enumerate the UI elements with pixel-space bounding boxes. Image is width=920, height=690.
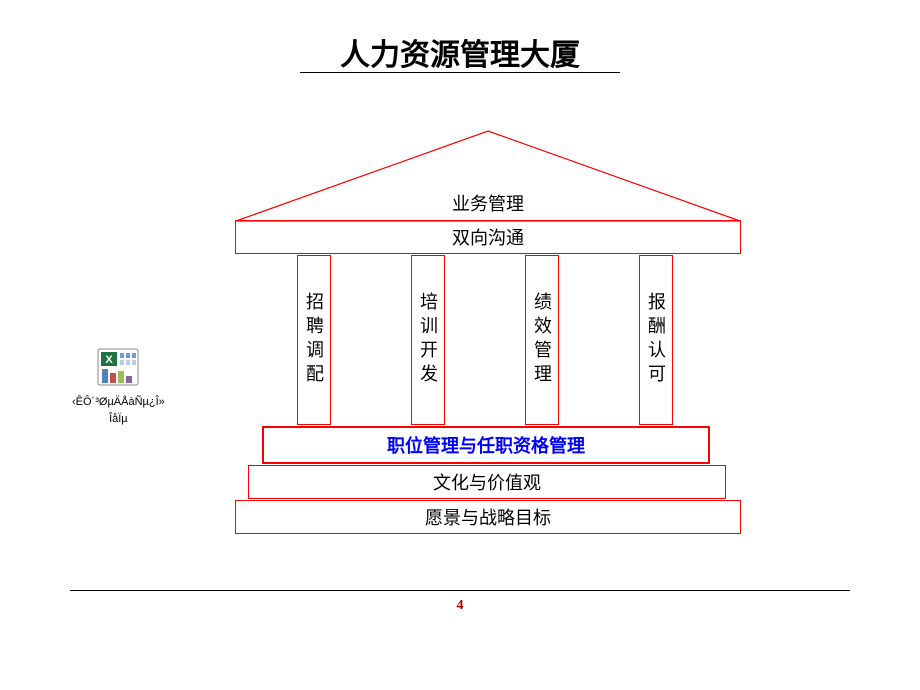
pillar-1-text: 培训开发 [415, 292, 441, 388]
beam-top: 双向沟通 [235, 220, 741, 254]
file-label-line1: ‹ÊÔ´³ØµÄÅàÑµ¿Î» [72, 396, 165, 409]
excel-file-icon: X [96, 347, 140, 387]
page-number: 4 [457, 598, 464, 614]
pillar-2-text: 绩效管理 [529, 292, 555, 388]
pillar-3: 报酬认可 [639, 255, 673, 425]
page-title: 人力资源管理大厦 [0, 30, 920, 74]
roof-label: 业务管理 [235, 190, 741, 216]
pillar-0: 招聘调配 [297, 255, 331, 425]
base-bottom-text: 愿景与战略目标 [425, 504, 551, 530]
pillar-2: 绩效管理 [525, 255, 559, 425]
svg-text:X: X [106, 354, 114, 366]
base-mid: 文化与价值观 [248, 465, 726, 499]
pillar-0-text: 招聘调配 [301, 292, 327, 388]
pillar-1: 培训开发 [411, 255, 445, 425]
title-underline [300, 72, 620, 73]
footer-divider [70, 590, 850, 591]
base-bottom: 愿景与战略目标 [235, 500, 741, 534]
pillar-3-text: 报酬认可 [643, 292, 669, 388]
base-highlight-text: 职位管理与任职资格管理 [387, 432, 585, 458]
file-attachment[interactable]: X ‹ÊÔ´³ØµÄÅàÑµ¿Î» ÎåÏµ [72, 347, 165, 426]
title-text: 人力资源管理大厦 [340, 39, 580, 72]
file-label-line2: ÎåÏµ [72, 413, 165, 426]
base-highlight: 职位管理与任职资格管理 [262, 426, 710, 464]
base-mid-text: 文化与价值观 [433, 469, 541, 495]
beam-top-text: 双向沟通 [452, 224, 524, 250]
